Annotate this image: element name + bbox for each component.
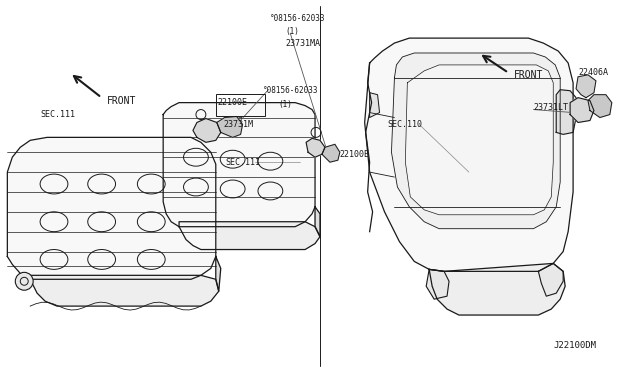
Polygon shape (538, 263, 563, 296)
Polygon shape (7, 137, 216, 279)
Polygon shape (30, 275, 219, 306)
Text: 23731MA: 23731MA (285, 39, 320, 48)
Polygon shape (405, 65, 553, 215)
Polygon shape (429, 263, 565, 315)
Polygon shape (163, 103, 315, 227)
Polygon shape (576, 75, 596, 98)
Polygon shape (179, 222, 320, 250)
Text: J22100DM: J22100DM (553, 341, 596, 350)
Text: (1): (1) (285, 27, 299, 36)
Text: 22406A: 22406A (578, 68, 608, 77)
Polygon shape (216, 256, 221, 291)
Polygon shape (588, 95, 612, 118)
Text: (1): (1) (278, 100, 292, 109)
Polygon shape (426, 269, 449, 299)
Text: SEC.111: SEC.111 (40, 110, 75, 119)
Text: FRONT: FRONT (107, 96, 136, 106)
Polygon shape (570, 98, 594, 122)
Polygon shape (217, 116, 243, 137)
Polygon shape (392, 53, 560, 229)
Text: FRONT: FRONT (513, 70, 543, 80)
Text: °08156-62033: °08156-62033 (262, 86, 318, 95)
Polygon shape (193, 119, 221, 142)
Text: 23731M: 23731M (224, 120, 253, 129)
Text: SEC.111: SEC.111 (226, 158, 260, 167)
Bar (216, 94, 266, 116)
Polygon shape (315, 207, 320, 237)
Text: 22100E: 22100E (340, 150, 370, 159)
Text: 22100E: 22100E (218, 98, 248, 107)
Polygon shape (322, 144, 340, 162)
Polygon shape (306, 138, 325, 157)
Text: °08156-62033: °08156-62033 (270, 14, 326, 23)
Polygon shape (365, 38, 573, 271)
Text: 23731LT: 23731LT (533, 103, 568, 112)
Circle shape (15, 272, 33, 290)
Text: SEC.110: SEC.110 (387, 120, 422, 129)
Polygon shape (556, 90, 576, 134)
Polygon shape (370, 93, 380, 118)
